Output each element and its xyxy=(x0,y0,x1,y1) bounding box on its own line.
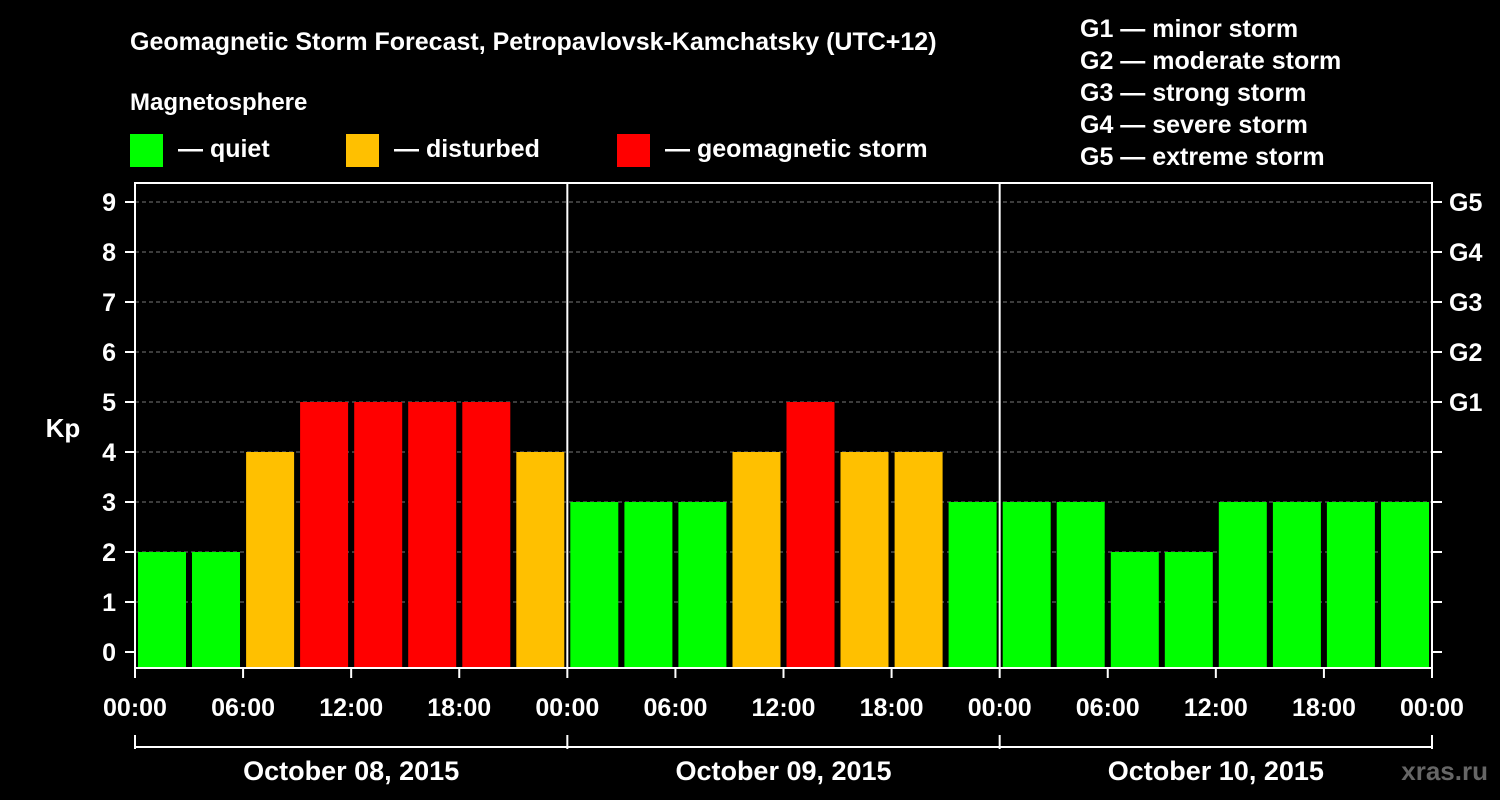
x-tick-label: 00:00 xyxy=(968,694,1032,722)
kp-bar-4 xyxy=(354,402,403,668)
legend-label-2: — geomagnetic storm xyxy=(665,135,928,163)
x-tick-label: 12:00 xyxy=(1184,694,1248,722)
x-axis: 00:00 06:00 12:00 18:00 00:00 06:00 12:00 18:00… xyxy=(103,668,1464,722)
g-axis: G1 G2 G3 G4 G5 xyxy=(1432,189,1482,653)
x-tick-label: 18:00 xyxy=(1292,694,1356,722)
y-axis: 0 1 2 3 4 5 6 7 8 9 xyxy=(102,189,135,667)
kp-bar-22 xyxy=(1326,502,1375,668)
g-tick-label-g2: G2 xyxy=(1449,339,1482,367)
x-tick-label: 18:00 xyxy=(427,694,491,722)
legend-title: Magnetosphere xyxy=(130,89,307,116)
g-scale-label-g1: G1 — minor storm xyxy=(1080,15,1298,43)
kp-bar-7 xyxy=(516,452,565,668)
g-scale-legend: G1 — minor storm G2 — moderate storm G3 — … xyxy=(1080,15,1341,171)
y-tick-label: 2 xyxy=(102,539,116,567)
kp-bar-8 xyxy=(570,502,619,668)
g-scale-label-g5: G5 — extreme storm xyxy=(1080,143,1325,171)
y-tick-label: 7 xyxy=(102,289,116,317)
kp-bar-23 xyxy=(1381,502,1429,668)
g-scale-label-g3: G3 — strong storm xyxy=(1080,79,1306,107)
legend-label-1: — disturbed xyxy=(394,135,540,163)
g-scale-label-g2: G2 — moderate storm xyxy=(1080,47,1341,75)
y-axis-label: Kp xyxy=(46,413,81,443)
legend: — quiet — disturbed — geomagnetic storm xyxy=(130,134,928,167)
legend-swatch-0 xyxy=(130,134,163,167)
y-tick-label: 8 xyxy=(102,239,116,267)
y-tick-label: 9 xyxy=(102,189,116,217)
kp-bar-9 xyxy=(624,502,673,668)
g-tick-label-g3: G3 xyxy=(1449,289,1482,317)
kp-bar-14 xyxy=(894,452,943,668)
x-tick-label: 00:00 xyxy=(1400,694,1464,722)
y-tick-label: 1 xyxy=(102,589,116,617)
y-tick-label: 3 xyxy=(102,489,116,517)
watermark: xras.ru xyxy=(1401,756,1488,786)
x-tick-label: 06:00 xyxy=(1076,694,1140,722)
x-tick-label: 06:00 xyxy=(643,694,707,722)
x-tick-label: 12:00 xyxy=(319,694,383,722)
y-tick-label: 4 xyxy=(102,439,116,467)
g-scale-label-g4: G4 — severe storm xyxy=(1080,111,1308,139)
kp-bar-20 xyxy=(1218,502,1267,668)
y-tick-label: 6 xyxy=(102,339,116,367)
g-tick-label-g4: G4 xyxy=(1449,239,1482,267)
y-tick-label: 0 xyxy=(102,639,116,667)
kp-bar-21 xyxy=(1272,502,1321,668)
kp-bar-19 xyxy=(1164,552,1213,668)
kp-bar-3 xyxy=(300,402,349,668)
x-tick-label: 00:00 xyxy=(103,694,167,722)
x-tick-label: 12:00 xyxy=(752,694,816,722)
kp-bar-15 xyxy=(948,502,997,668)
chart-title: Geomagnetic Storm Forecast, Petropavlovs… xyxy=(130,28,937,56)
g-tick-label-g1: G1 xyxy=(1449,389,1482,417)
x-tick-label: 00:00 xyxy=(535,694,599,722)
kp-bar-2 xyxy=(246,452,295,668)
day-label: October 10, 2015 xyxy=(1108,756,1324,786)
y-tick-label: 5 xyxy=(102,389,116,417)
kp-bar-1 xyxy=(192,552,240,668)
day-label: October 09, 2015 xyxy=(675,756,891,786)
kp-bar-17 xyxy=(1056,502,1105,668)
kp-bar-11 xyxy=(732,452,781,668)
x-tick-label: 18:00 xyxy=(860,694,924,722)
grid xyxy=(135,201,1432,603)
kp-bar-10 xyxy=(678,502,727,668)
kp-bar-13 xyxy=(840,452,889,668)
day-labels: October 08, 2015 October 09, 2015 October … xyxy=(134,735,1433,786)
kp-bar-16 xyxy=(1002,502,1051,668)
kp-bar-0 xyxy=(138,552,186,668)
x-tick-label: 06:00 xyxy=(211,694,275,722)
legend-swatch-1 xyxy=(346,134,379,167)
bars xyxy=(138,402,1429,668)
legend-swatch-2 xyxy=(617,134,650,167)
kp-bar-5 xyxy=(408,402,457,668)
kp-bar-6 xyxy=(462,402,511,668)
kp-bar-12 xyxy=(786,402,835,668)
kp-bar-18 xyxy=(1110,552,1159,668)
legend-label-0: — quiet xyxy=(178,135,270,163)
day-label: October 08, 2015 xyxy=(243,756,459,786)
g-tick-label-g5: G5 xyxy=(1449,189,1482,217)
